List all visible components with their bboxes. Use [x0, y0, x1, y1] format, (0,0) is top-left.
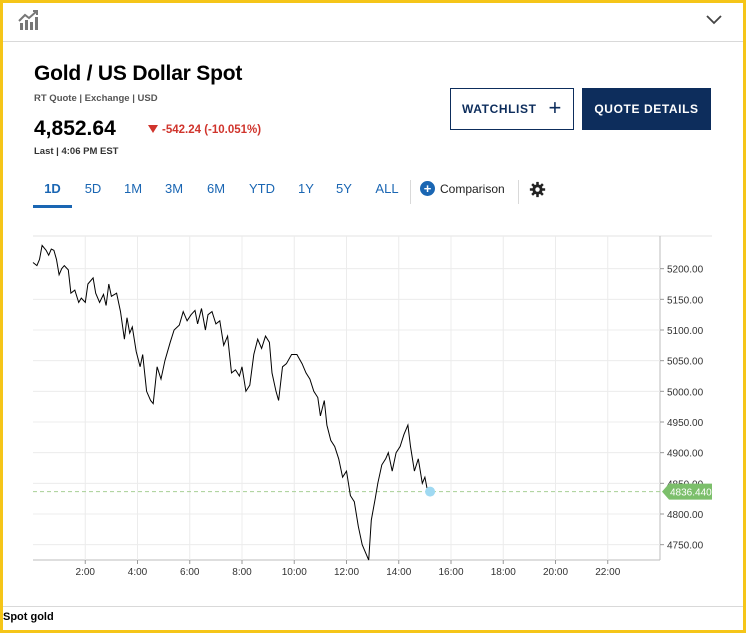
- plus-icon: +: [548, 94, 562, 120]
- y-tick-label: 4750.00: [667, 541, 704, 552]
- quote-details-label: QUOTE DETAILS: [594, 102, 699, 116]
- price-chart[interactable]: 2:00 4:00 6:00 8:00 10:00 12:00 14:00 16:00 18:0…: [0, 230, 746, 590]
- x-tick-label: 18:00: [491, 567, 516, 578]
- last-update: Last | 4:06 PM EST: [34, 146, 119, 157]
- y-tick-label: 5050.00: [667, 357, 704, 368]
- x-tick-label: 16:00: [438, 567, 463, 578]
- y-tick-label: 5100.00: [667, 326, 704, 337]
- tab-5y[interactable]: 5Y: [336, 181, 352, 196]
- tab-divider: [518, 180, 519, 204]
- tab-ytd[interactable]: YTD: [249, 181, 275, 196]
- watchlist-label: WATCHLIST: [462, 102, 537, 116]
- watchlist-button[interactable]: WATCHLIST +: [450, 88, 574, 130]
- chart-trend-icon[interactable]: [17, 9, 41, 33]
- gear-icon[interactable]: [529, 181, 546, 198]
- x-tick-label: 10:00: [282, 567, 307, 578]
- chevron-down-icon[interactable]: [705, 14, 723, 26]
- x-tick-label: 6:00: [180, 567, 200, 578]
- plus-circle-icon: +: [420, 181, 435, 196]
- x-tick-label: 14:00: [386, 567, 411, 578]
- x-tick-label: 22:00: [595, 567, 620, 578]
- comparison-label: Comparison: [440, 181, 505, 196]
- last-price-label: 4836.4400: [670, 488, 718, 499]
- last-price-tag: 4836.4400: [662, 483, 718, 500]
- x-tick-label: 8:00: [232, 567, 252, 578]
- top-bar: [3, 3, 743, 42]
- last-price-marker: [425, 486, 436, 497]
- down-triangle-icon: [148, 125, 158, 133]
- tab-5d[interactable]: 5D: [84, 181, 102, 196]
- quote-details-button[interactable]: QUOTE DETAILS: [582, 88, 711, 130]
- y-tick-label: 5000.00: [667, 387, 704, 398]
- footer-label: Spot gold: [3, 611, 54, 623]
- comparison-button[interactable]: + Comparison: [420, 181, 505, 196]
- quote-subinfo: RT Quote | Exchange | USD: [34, 93, 158, 104]
- price-change-value: -542.24 (-10.051%): [162, 124, 262, 136]
- y-tick-label: 5200.00: [667, 265, 704, 276]
- price-change: -542.24 (-10.051%): [148, 124, 261, 136]
- y-tick-label: 4800.00: [667, 510, 704, 521]
- price-value: 4,852.64: [34, 117, 116, 140]
- tab-1m[interactable]: 1M: [123, 181, 143, 196]
- tab-3m[interactable]: 3M: [164, 181, 184, 196]
- tab-6m[interactable]: 6M: [206, 181, 226, 196]
- x-tick-label: 2:00: [76, 567, 96, 578]
- y-tick-label: 4950.00: [667, 418, 704, 429]
- x-tick-label: 12:00: [334, 567, 359, 578]
- tab-1d[interactable]: 1D: [33, 176, 72, 208]
- y-tick-label: 4900.00: [667, 449, 704, 460]
- x-tick-label: 4:00: [128, 567, 148, 578]
- price-series-line: [32, 244, 431, 561]
- footer-divider: [3, 606, 743, 607]
- page-title: Gold / US Dollar Spot: [34, 62, 243, 85]
- x-tick-label: 20:00: [543, 567, 568, 578]
- tab-divider: [410, 180, 411, 204]
- y-tick-label: 5150.00: [667, 295, 704, 306]
- tab-1y[interactable]: 1Y: [298, 181, 314, 196]
- tab-all[interactable]: ALL: [375, 181, 399, 196]
